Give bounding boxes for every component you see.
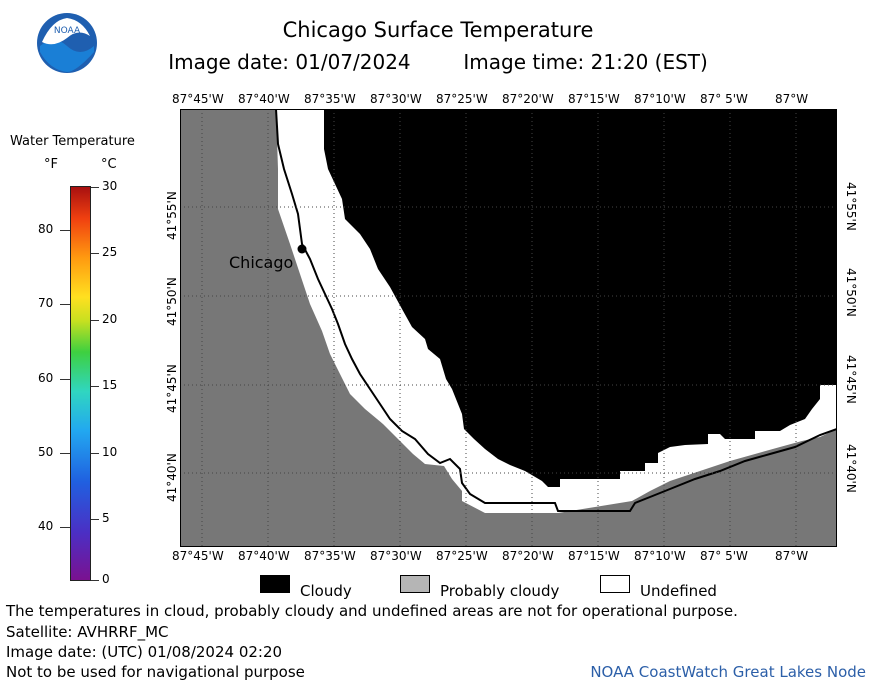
c-tick-label: 15 <box>102 378 118 392</box>
c-tick-mark <box>91 320 99 321</box>
c-tick-label: 20 <box>102 312 118 326</box>
c-tick-label: 25 <box>102 245 118 259</box>
noaa-logo-icon: NOAA <box>36 12 98 74</box>
c-tick-label: 5 <box>102 511 110 525</box>
lat-label-left: 41°55'N <box>165 191 179 240</box>
lon-label-top: 87°20'W <box>502 92 554 106</box>
lon-label-top: 87°15'W <box>568 92 620 106</box>
cloudy-region <box>324 109 837 487</box>
footer-satellite: Satellite: AVHRRF_MC <box>6 623 169 641</box>
lon-label-top: 87° 5'W <box>700 92 748 106</box>
f-tick-label: 50 <box>38 445 54 459</box>
f-tick-label: 60 <box>38 371 54 385</box>
c-tick-label: 10 <box>102 445 118 459</box>
c-tick-label: 30 <box>102 179 118 193</box>
chicago-marker-icon <box>297 244 307 254</box>
legend-swatch-probably-cloudy <box>400 575 430 593</box>
unit-fahrenheit: °F <box>44 157 58 172</box>
footer-note: The temperatures in cloud, probably clou… <box>6 602 738 620</box>
city-label: Chicago <box>229 253 294 272</box>
lon-label-bottom: 87°35'W <box>304 549 356 563</box>
lat-label-right: 41°45'N <box>844 355 858 404</box>
legend-label-undefined: Undefined <box>640 582 717 600</box>
lon-label-bottom: 87°30'W <box>370 549 422 563</box>
f-tick-label: 70 <box>38 296 54 310</box>
lon-label-bottom: 87°15'W <box>568 549 620 563</box>
f-tick-mark <box>60 304 70 305</box>
f-tick-mark <box>60 230 70 231</box>
f-tick-mark <box>60 527 70 528</box>
c-tick-mark <box>91 187 99 188</box>
colorbar <box>70 186 91 581</box>
c-tick-mark <box>91 386 99 387</box>
lon-label-bottom: 87°10'W <box>634 549 686 563</box>
footer-utc-date: Image date: (UTC) 01/08/2024 02:20 <box>6 643 283 661</box>
f-tick-mark <box>60 379 70 380</box>
lat-label-left: 41°50'N <box>165 277 179 326</box>
lat-label-right: 41°55'N <box>844 182 858 231</box>
lon-label-top: 87°45'W <box>172 92 224 106</box>
footer-nav-warning: Not to be used for navigational purpose <box>6 663 305 681</box>
page-title: Chicago Surface Temperature <box>282 18 594 42</box>
lon-label-top: 87°10'W <box>634 92 686 106</box>
c-tick-mark <box>91 253 99 254</box>
lon-label-top: 87°35'W <box>304 92 356 106</box>
legend-swatch-cloudy <box>260 575 290 593</box>
map-svg <box>180 108 838 547</box>
shoreline <box>275 108 838 512</box>
subtitle: Image date: 01/07/2024 Image time: 21:20… <box>0 50 876 74</box>
colorbar-title: Water Temperature <box>10 134 135 149</box>
c-tick-mark <box>91 580 99 581</box>
lon-label-top: 87°W <box>775 92 809 106</box>
footer-node-link[interactable]: NOAA CoastWatch Great Lakes Node <box>590 663 866 681</box>
lon-label-bottom: 87°25'W <box>436 549 488 563</box>
lon-label-bottom: 87°45'W <box>172 549 224 563</box>
lon-label-bottom: 87°40'W <box>238 549 290 563</box>
lat-label-right: 41°50'N <box>844 268 858 317</box>
legend-label-probably-cloudy: Probably cloudy <box>440 582 560 600</box>
lat-label-right: 41°40'N <box>844 444 858 493</box>
c-tick-mark <box>91 453 99 454</box>
lon-label-bottom: 87° 5'W <box>700 549 748 563</box>
lon-label-top: 87°30'W <box>370 92 422 106</box>
graticule <box>180 109 837 547</box>
lon-label-bottom: 87°W <box>775 549 809 563</box>
map-panel <box>180 108 838 551</box>
unit-celsius: °C <box>101 157 117 172</box>
f-tick-label: 80 <box>38 222 54 236</box>
lon-label-bottom: 87°20'W <box>502 549 554 563</box>
map-frame <box>180 109 837 547</box>
image-date: Image date: 01/07/2024 <box>168 50 411 74</box>
image-time: Image time: 21:20 (EST) <box>463 50 708 74</box>
legend-swatch-undefined <box>600 575 630 593</box>
lon-label-top: 87°25'W <box>436 92 488 106</box>
legend-label-cloudy: Cloudy <box>300 582 352 600</box>
lat-label-left: 41°45'N <box>165 364 179 413</box>
logo-text: NOAA <box>54 26 81 36</box>
c-tick-mark <box>91 519 99 520</box>
lat-label-left: 41°40'N <box>165 453 179 502</box>
lon-label-top: 87°40'W <box>238 92 290 106</box>
c-tick-label: 0 <box>102 572 110 586</box>
f-tick-mark <box>60 453 70 454</box>
f-tick-label: 40 <box>38 519 54 533</box>
